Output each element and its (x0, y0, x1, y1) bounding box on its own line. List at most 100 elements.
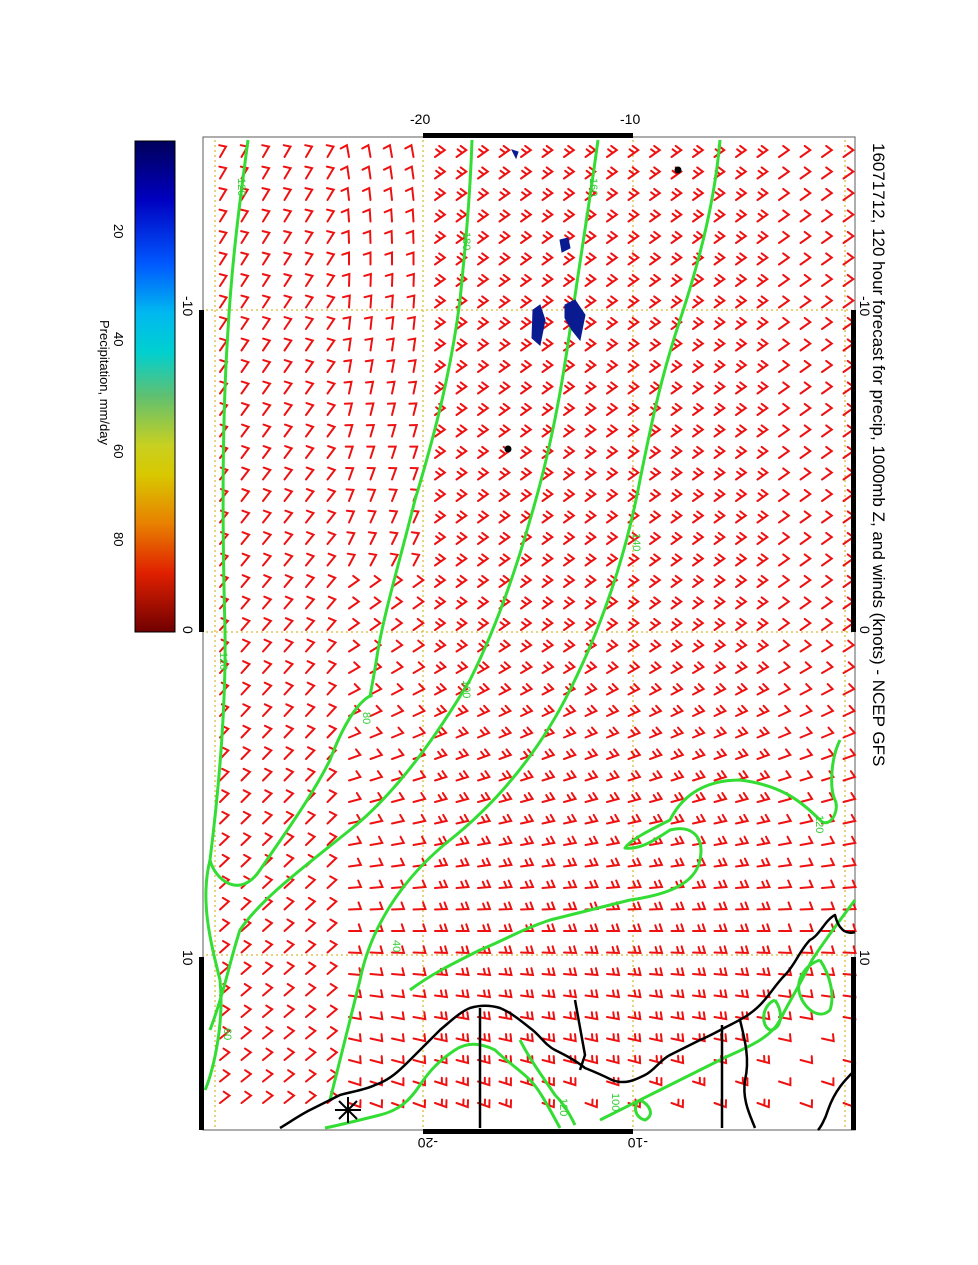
wind-barb (649, 316, 662, 330)
wind-barb (348, 792, 363, 803)
wind-barb (606, 338, 619, 352)
wind-barb (649, 338, 662, 352)
wind-barb (649, 187, 662, 201)
wind-barb (340, 186, 350, 201)
wind-barb (325, 144, 336, 158)
wind-barb (606, 574, 619, 588)
wind-barb (563, 923, 578, 932)
wind-barb (498, 770, 513, 782)
wind-barb (563, 574, 576, 588)
wind-barb (606, 402, 619, 416)
wind-barb (477, 748, 491, 760)
wind-barb (219, 767, 231, 782)
wind-barb (692, 639, 705, 653)
wind-barb (391, 574, 404, 588)
wind-barb (842, 273, 856, 287)
wind-barb (735, 273, 748, 287)
wind-barb (262, 875, 274, 889)
wind-barb (383, 186, 393, 201)
colorbar: 20 40 60 80 Precipitation, mm/day (97, 140, 176, 633)
wind-barb (369, 879, 384, 889)
wind-barb (477, 553, 490, 567)
wind-barb (283, 509, 294, 524)
wind-barb (520, 661, 534, 674)
wind-barb (455, 445, 469, 459)
wind-barb (477, 316, 490, 330)
wind-barb (498, 1033, 513, 1043)
wind-barb (756, 857, 771, 868)
wind-barb (326, 251, 336, 266)
wind-barb (412, 661, 426, 674)
wind-barb (305, 660, 316, 674)
wind-barb (692, 316, 705, 330)
coastline (738, 1019, 757, 1129)
wind-barb (343, 380, 353, 395)
wind-barb (240, 337, 250, 352)
wind-barb (606, 359, 619, 373)
wind-barb (326, 208, 336, 223)
wind-barb (649, 879, 664, 889)
wind-barb (412, 989, 427, 999)
wind-barb (369, 617, 383, 631)
wind-barb (799, 923, 814, 932)
axis-bars (199, 133, 856, 1134)
contour-line (328, 139, 722, 1101)
wind-barb (670, 857, 685, 868)
wind-barb (305, 896, 317, 911)
wind-barb (735, 166, 748, 180)
wind-barb (455, 424, 469, 438)
wind-barb (799, 316, 813, 330)
wind-barb (778, 857, 793, 868)
wind-barb (412, 813, 427, 825)
wind-barb (713, 295, 727, 309)
wind-barb (348, 1077, 362, 1087)
wind-barb (842, 295, 856, 309)
wind-barb (649, 230, 662, 244)
wind-barb (240, 359, 251, 373)
wind-barb (735, 424, 748, 438)
wind-barb (383, 208, 393, 223)
wind-barb (262, 1090, 275, 1104)
wind-barb (735, 230, 748, 244)
wind-barb (348, 857, 363, 868)
wind-barb (799, 273, 813, 287)
wind-barb (563, 726, 577, 739)
wind-barb (692, 467, 705, 481)
wind-barb (541, 187, 555, 201)
precip-area (564, 299, 586, 342)
wind-barb (455, 704, 470, 717)
wind-barb (692, 661, 706, 674)
wind-barb (477, 574, 490, 588)
wind-barb (326, 423, 337, 438)
wind-barb (219, 1026, 231, 1040)
wind-barb (240, 896, 252, 911)
wind-barb (455, 792, 470, 803)
wind-barb (563, 704, 577, 717)
wind-barb (498, 683, 512, 696)
wind-barb (477, 923, 492, 932)
wind-barb (365, 423, 376, 438)
map-title: 16071712, 120 hour forecast for precip, … (869, 143, 888, 766)
wind-barb (778, 901, 793, 911)
wind-barb (383, 165, 393, 180)
wind-barb (477, 770, 492, 782)
wind-barb (304, 294, 315, 309)
wind-barb (283, 1047, 296, 1061)
wind-barb (821, 901, 836, 911)
wind-barb (434, 273, 447, 287)
wind-barb (627, 187, 641, 201)
wind-barb (498, 295, 512, 309)
wind-barb (305, 574, 316, 588)
wind-barb (326, 316, 336, 330)
wind-barb (735, 209, 748, 223)
wind-barb (627, 945, 642, 955)
wind-barb (563, 879, 578, 889)
wind-barb (434, 144, 447, 158)
wind-barb (627, 338, 641, 352)
wind-barb (283, 488, 294, 502)
wind-barb (670, 1054, 685, 1065)
wind-barb (541, 553, 555, 567)
wind-barb (756, 359, 770, 373)
wind-barb (455, 661, 469, 674)
wind-barb (348, 945, 363, 955)
